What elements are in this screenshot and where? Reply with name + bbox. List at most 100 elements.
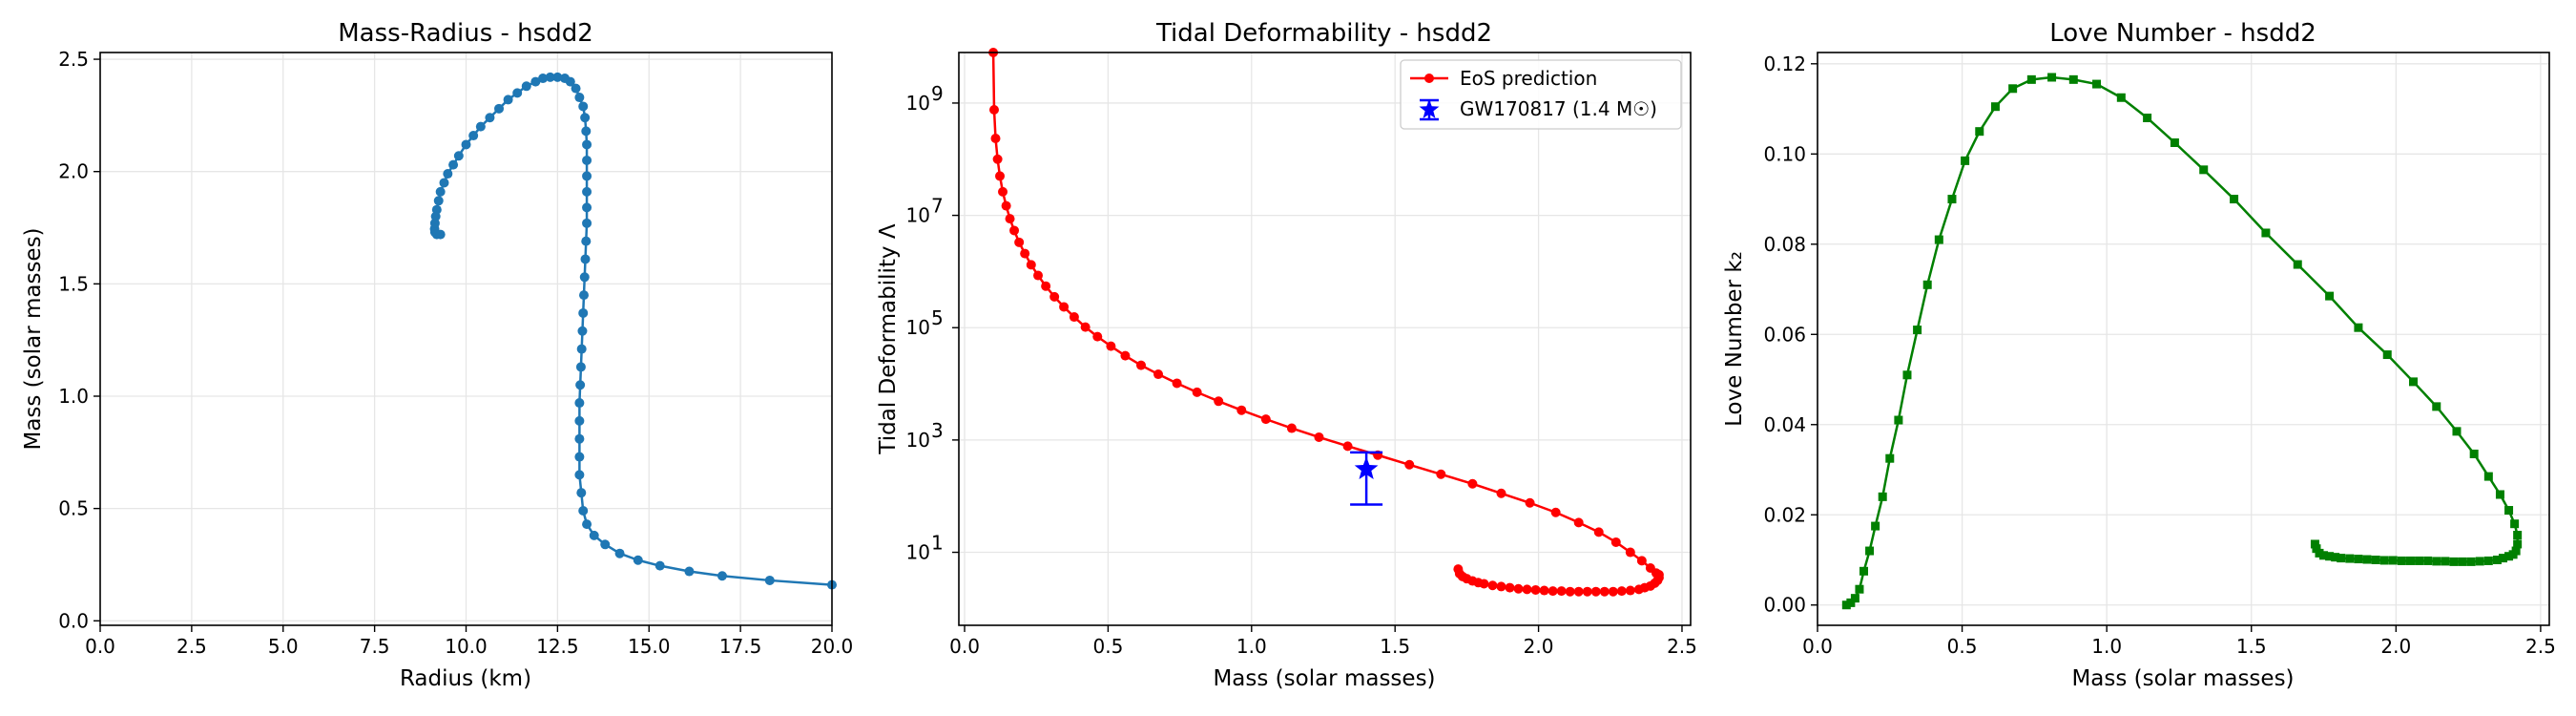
mass-radius-data-point — [684, 566, 695, 577]
tidal-data-point — [1135, 360, 1146, 370]
mass-radius-data-point — [654, 560, 665, 571]
love-data-point — [1990, 102, 2000, 112]
mass-radius-data-point — [574, 93, 585, 103]
love-data-point — [1902, 370, 1912, 380]
mass-radius-ylabel: Mass (solar masses) — [21, 227, 46, 450]
tidal-ytick-exponent: 7 — [931, 195, 944, 218]
tidal-data-point — [1590, 586, 1601, 597]
tidal-data-point — [1033, 270, 1044, 281]
mass-radius-panel: Mass-Radius - hsdd2 0.0 2.5 5.0 7.5 10.0 12.5… — [21, 19, 853, 691]
love-data-point — [2345, 554, 2355, 563]
love-data-point — [1865, 546, 1875, 556]
mass-radius-data-point — [475, 121, 486, 132]
mass-radius-data-point — [435, 186, 446, 197]
love-data-point — [2310, 539, 2319, 549]
mass-radius-data-point — [580, 254, 591, 264]
love-data-point — [2432, 402, 2441, 411]
love-data-point — [1885, 453, 1895, 463]
tidal-data-point — [1565, 586, 1575, 597]
mass-radius-data-point — [582, 155, 592, 165]
tidal-data-point — [1436, 469, 1446, 479]
mass-radius-ytick-label: 2.5 — [58, 48, 89, 71]
love-number-panel: Love Number - hsdd2 0.0 0.5 1.0 1.5 2.0 2.5 0… — [1722, 19, 2556, 691]
love-data-point — [2092, 79, 2102, 89]
mass-radius-data-point — [574, 470, 585, 480]
tidal-ytick-exponent: 5 — [931, 306, 944, 329]
mass-radius-xtick-label: 7.5 — [360, 635, 390, 658]
tidal-data-point — [998, 186, 1008, 197]
love-data-point — [2068, 74, 2078, 84]
love-data-point — [2116, 93, 2126, 102]
tidal-data-point — [1014, 237, 1025, 247]
tidal-deformability-panel: Tidal Deformability - hsdd2 0.0 0.5 1.0 1.5… — [876, 19, 1697, 691]
mass-radius-data-point — [485, 113, 495, 123]
tidal-ytick-exponent: 9 — [931, 82, 944, 105]
love-data-point — [2483, 556, 2493, 565]
mass-radius-xtick-label: 2.5 — [177, 635, 207, 658]
love-data-point — [2325, 552, 2335, 561]
love-data-point — [1975, 127, 1984, 137]
tidal-data-point — [1593, 527, 1604, 537]
tidal-data-point — [988, 105, 999, 115]
love-data-point — [2325, 291, 2335, 301]
love-data-point — [2230, 195, 2239, 204]
love-data-point — [2483, 472, 2493, 481]
tidal-data-point — [1467, 478, 1478, 489]
mass-radius-data-point — [579, 272, 590, 283]
tidal-data-point — [1608, 586, 1618, 597]
tidal-xtick-label: 2.5 — [1667, 635, 1697, 658]
love-data-point — [2312, 544, 2321, 554]
love-xtick-label: 0.0 — [1802, 635, 1833, 658]
tidal-xtick-label: 1.0 — [1236, 635, 1267, 658]
mass-radius-data-point — [764, 575, 775, 585]
tidal-xtick-label: 1.5 — [1380, 635, 1410, 658]
tidal-data-point — [1522, 584, 1532, 595]
mass-radius-data-point — [582, 171, 592, 181]
love-data-point — [1850, 594, 1859, 603]
mass-radius-data-point — [614, 548, 625, 558]
legend-eos-marker-icon — [1424, 74, 1434, 83]
mass-radius-data-point — [538, 74, 549, 84]
love-data-point — [2199, 165, 2209, 175]
mass-radius-ytick-label: 1.5 — [58, 272, 89, 295]
mass-radius-data-point — [578, 307, 589, 318]
mass-radius-data-point — [468, 131, 479, 141]
tidal-data-point — [1342, 441, 1353, 452]
gw170817-point — [1354, 456, 1379, 479]
tidal-data-point — [1009, 225, 1020, 236]
love-xtick-label: 1.0 — [2091, 635, 2122, 658]
love-data-point — [2508, 550, 2518, 559]
love-data-point — [2423, 556, 2433, 565]
love-data-point — [1913, 326, 1922, 335]
tidal-data-point — [1496, 581, 1506, 592]
mass-radius-data-point — [453, 151, 464, 161]
love-data-point — [2409, 377, 2419, 387]
tidal-ytick-exponent: 3 — [931, 419, 944, 442]
love-data-point — [1855, 584, 1864, 594]
mass-radius-data-point — [582, 186, 592, 197]
tidal-data-point — [1005, 214, 1015, 224]
love-data-point — [1922, 280, 1932, 289]
love-data-point — [1846, 598, 1856, 607]
mass-radius-data-point — [575, 362, 586, 372]
love-xtick-label: 2.0 — [2380, 635, 2411, 658]
mass-radius-data-point — [461, 139, 471, 150]
mass-radius-data-point — [571, 83, 581, 94]
love-data-point — [2405, 556, 2415, 565]
mass-radius-data-point — [581, 236, 592, 246]
love-data-point — [2362, 555, 2372, 564]
mass-radius-xtick-label: 17.5 — [719, 635, 762, 658]
mass-radius-data-point — [600, 539, 611, 550]
tidal-data-point — [1214, 396, 1224, 407]
mass-radius-data-point — [433, 196, 444, 206]
love-data-point — [2315, 548, 2324, 558]
love-data-point — [2379, 556, 2389, 565]
tidal-ytick-label: 10 — [906, 541, 930, 564]
tidal-axes-frame — [958, 52, 1692, 626]
tidal-xtick-label: 0.0 — [949, 635, 980, 658]
mass-radius-data-point — [582, 218, 592, 228]
tidal-ytick-label: 10 — [906, 204, 930, 227]
mass-radius-data-point — [552, 72, 563, 82]
mass-radius-xtick-label: 15.0 — [628, 635, 671, 658]
love-data-point — [2504, 506, 2514, 516]
